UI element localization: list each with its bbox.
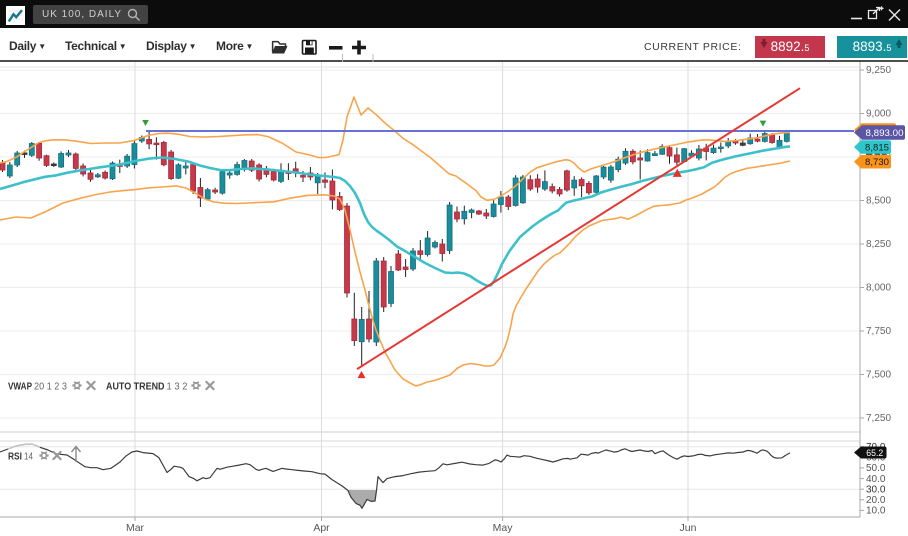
svg-text:7,250: 7,250: [866, 413, 891, 424]
svg-text:30.0: 30.0: [866, 484, 886, 495]
svg-text:9,000: 9,000: [866, 109, 891, 120]
svg-text:VWAP: VWAP: [8, 381, 32, 393]
svg-text:1 3 2: 1 3 2: [167, 381, 188, 393]
svg-text:9,250: 9,250: [866, 65, 891, 76]
svg-text:AUTO TREND: AUTO TREND: [106, 381, 165, 393]
svg-text:65.2: 65.2: [866, 448, 883, 459]
svg-text:10.0: 10.0: [866, 506, 886, 517]
svg-text:8,815: 8,815: [865, 142, 889, 153]
svg-text:Jun: Jun: [680, 522, 697, 534]
svg-text:8,000: 8,000: [866, 283, 891, 294]
svg-text:8,893.00: 8,893.00: [866, 128, 904, 139]
svg-text:8,500: 8,500: [866, 196, 891, 207]
svg-text:20 1 2 3: 20 1 2 3: [34, 381, 67, 393]
svg-text:RSI: RSI: [8, 451, 22, 463]
svg-text:14: 14: [24, 451, 33, 463]
svg-text:40.0: 40.0: [866, 474, 886, 485]
svg-text:May: May: [493, 522, 514, 534]
svg-text:Mar: Mar: [126, 522, 145, 534]
svg-text:20.0: 20.0: [866, 495, 886, 506]
svg-text:Apr: Apr: [313, 522, 330, 534]
svg-text:8,730: 8,730: [865, 157, 889, 168]
svg-text:7,750: 7,750: [866, 326, 891, 337]
svg-text:50.0: 50.0: [866, 463, 886, 474]
svg-text:8,250: 8,250: [866, 239, 891, 250]
svg-text:7,500: 7,500: [866, 370, 891, 381]
